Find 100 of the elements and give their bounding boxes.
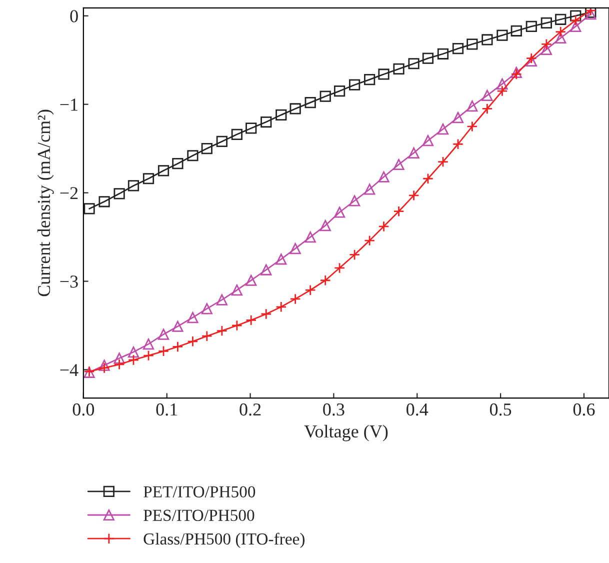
- x-tick-label: 0.3: [323, 403, 344, 416]
- point: [98, 362, 110, 374]
- legend-label: PET/ITO/PH500: [144, 486, 256, 498]
- point: [320, 220, 331, 232]
- point: [422, 52, 434, 64]
- point: [526, 55, 537, 67]
- point: [158, 165, 170, 176]
- point: [496, 78, 508, 90]
- point: [128, 354, 140, 366]
- point: [260, 116, 272, 128]
- point: [393, 158, 404, 170]
- point: [260, 264, 272, 276]
- point: [526, 52, 537, 64]
- point: [201, 303, 212, 314]
- point: [378, 171, 390, 182]
- point: [172, 158, 184, 170]
- point: [216, 294, 228, 306]
- x-axis-title: Voltage (V): [304, 424, 388, 442]
- point: [555, 26, 566, 38]
- point: [452, 43, 464, 54]
- point: [158, 346, 170, 357]
- point: [422, 135, 434, 146]
- y-axis-title: Current density (mA/cm²): [37, 110, 54, 296]
- point: [437, 156, 449, 168]
- point: [555, 14, 566, 25]
- point: [142, 338, 154, 350]
- point: [364, 184, 376, 195]
- point: [364, 235, 376, 246]
- point: [158, 328, 170, 340]
- point: [142, 350, 154, 362]
- point: [114, 358, 125, 370]
- point: [555, 32, 566, 44]
- y-tick-label: −4: [60, 364, 78, 376]
- point: [393, 63, 404, 74]
- point: [172, 320, 184, 332]
- point: [201, 142, 212, 154]
- point: [334, 262, 346, 274]
- point: [378, 68, 390, 80]
- point: [466, 38, 478, 50]
- point: [201, 330, 212, 342]
- y-tick-label: 0: [70, 10, 78, 22]
- point: [452, 138, 464, 150]
- point: [437, 124, 449, 135]
- point: [482, 90, 493, 102]
- point: [84, 203, 95, 214]
- point: [128, 346, 140, 358]
- point: [393, 206, 404, 217]
- point: [114, 352, 125, 364]
- point: [482, 34, 493, 46]
- x-tick-label: 0.6: [573, 403, 595, 416]
- point: [231, 320, 242, 332]
- point: [540, 38, 552, 50]
- point: [290, 242, 301, 254]
- point: [570, 20, 582, 32]
- point: [260, 308, 272, 320]
- legend-label: PES/ITO/PH500: [144, 510, 254, 521]
- x-tick-label: 0.1: [156, 403, 178, 416]
- point: [187, 336, 198, 347]
- point: [320, 90, 331, 102]
- point: [187, 150, 198, 162]
- point: [290, 293, 301, 305]
- point: [98, 196, 110, 208]
- x-tick-label: 0.5: [490, 403, 512, 416]
- point: [334, 85, 346, 97]
- point: [437, 48, 449, 60]
- x-tick-label: 0.4: [406, 403, 428, 416]
- point: [408, 147, 420, 159]
- point: [114, 188, 125, 200]
- point: [378, 220, 390, 232]
- point: [422, 173, 434, 184]
- x-tick-label: 0.0: [72, 403, 94, 416]
- point: [276, 109, 287, 120]
- point: [349, 249, 360, 260]
- point: [526, 20, 537, 32]
- point: [304, 96, 316, 108]
- point: [246, 274, 257, 286]
- point: [128, 180, 140, 192]
- point: [466, 120, 478, 132]
- point: [408, 58, 420, 70]
- legend-label: Glass/PH500 (ITO-free): [144, 532, 305, 548]
- y-tick-label: −1: [60, 98, 78, 111]
- point: [349, 195, 360, 206]
- point: [510, 25, 522, 36]
- point: [540, 44, 552, 56]
- point: [466, 100, 478, 112]
- point: [408, 190, 420, 201]
- point: [349, 79, 360, 90]
- y-tick-label: −2: [60, 187, 78, 200]
- point: [246, 314, 257, 326]
- point: [231, 128, 242, 140]
- point: [276, 254, 287, 265]
- point: [231, 284, 242, 296]
- point: [570, 10, 582, 22]
- point: [304, 231, 316, 243]
- y-tick-label: −3: [60, 276, 78, 288]
- point: [216, 136, 228, 148]
- point: [320, 274, 331, 286]
- point: [276, 301, 287, 312]
- point: [142, 173, 154, 184]
- x-tick-label: 0.2: [240, 403, 261, 416]
